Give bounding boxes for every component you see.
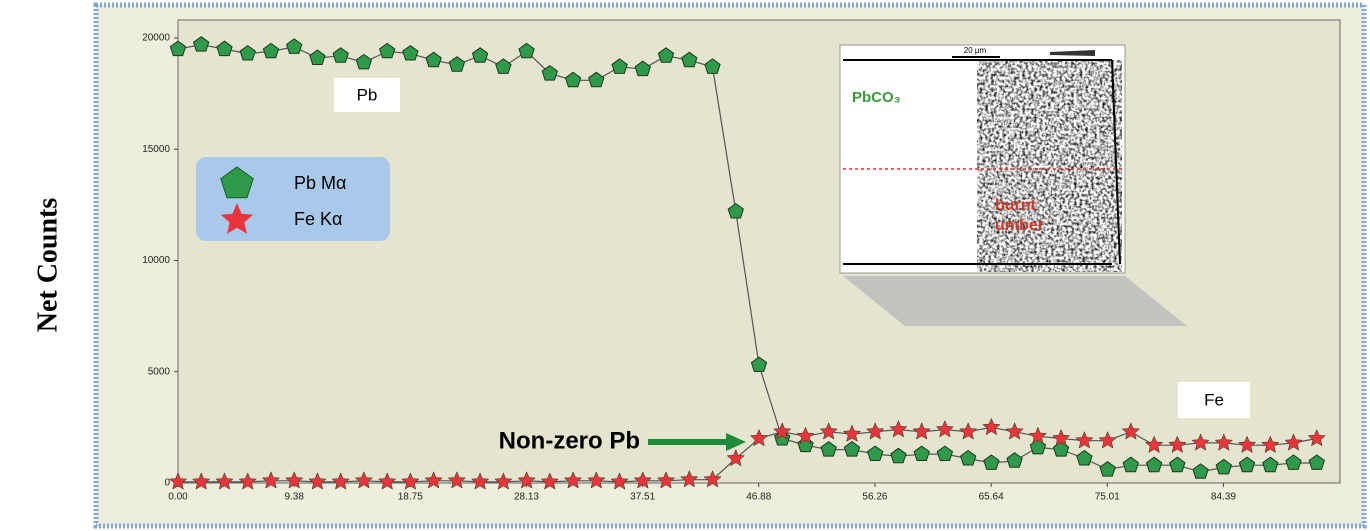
y-tick-label: 5000 <box>148 366 171 377</box>
annotation: Pb <box>357 85 378 104</box>
x-tick-label: 56.26 <box>862 492 887 503</box>
inset-label: PbCO₃ <box>852 89 901 106</box>
x-tick-label: 0.00 <box>168 492 188 503</box>
y-tick-label: 20000 <box>142 33 170 44</box>
x-tick-label: 75.01 <box>1095 492 1120 503</box>
legend <box>196 157 390 241</box>
y-tick-label: 15000 <box>142 144 170 155</box>
y-tick-label: 10000 <box>142 255 170 266</box>
inset-label: burnt umber <box>995 196 1085 236</box>
chart: Net Counts 20 μm PbCO₃ burnt umber Pb Fe… <box>0 0 1370 531</box>
x-tick-label: 18.75 <box>398 492 423 503</box>
x-tick-label: 37.51 <box>630 492 655 503</box>
annotation: Fe <box>1204 390 1224 409</box>
inset-label-box: burnt umber <box>995 196 1085 256</box>
x-tick-label: 65.64 <box>979 492 1004 503</box>
annotation: Non-zero Pb <box>499 427 640 454</box>
scale-label: 20 μm <box>964 46 987 55</box>
x-tick-label: 46.88 <box>746 492 771 503</box>
x-tick-label: 28.13 <box>514 492 539 503</box>
y-axis-label: Net Counts <box>32 198 63 333</box>
legend-label: Fe Kα <box>294 209 342 229</box>
legend-label: Pb Mα <box>294 173 346 193</box>
x-tick-label: 9.38 <box>284 492 304 503</box>
x-tick-label: 84.39 <box>1211 492 1236 503</box>
